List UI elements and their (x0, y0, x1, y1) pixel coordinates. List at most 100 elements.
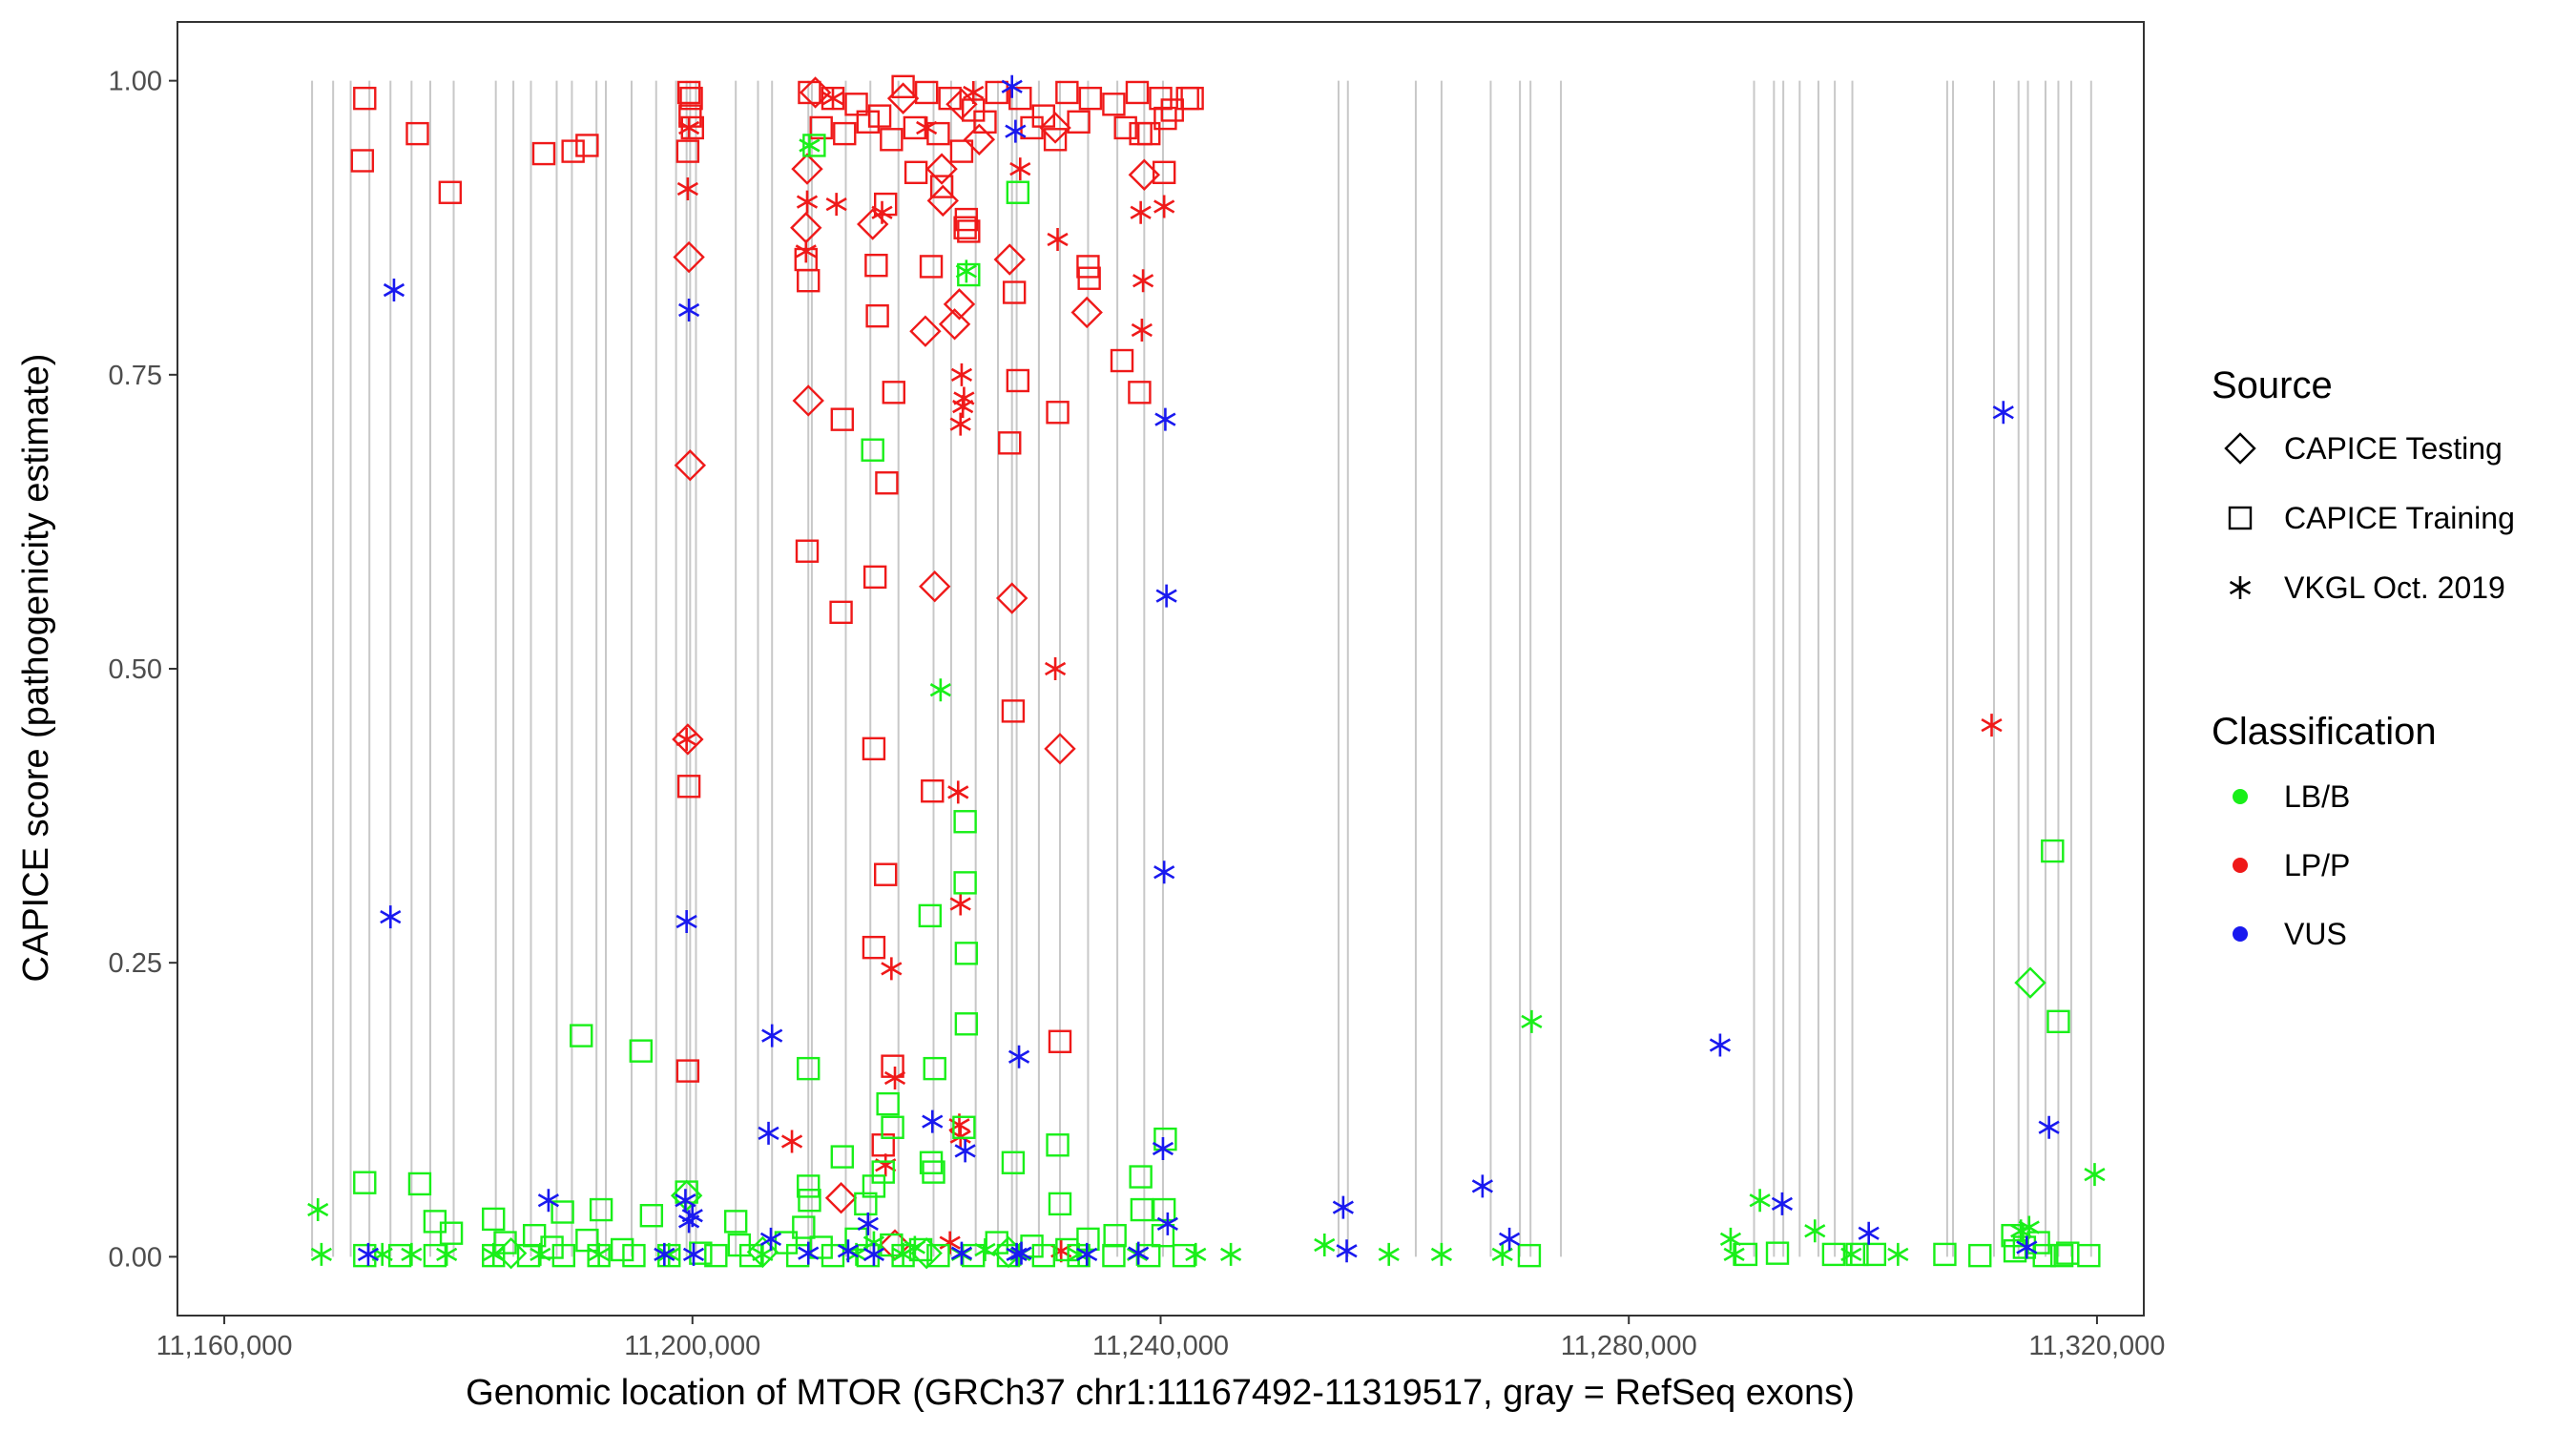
data-point (904, 160, 928, 184)
data-point (821, 1243, 845, 1268)
data-point (883, 1066, 906, 1089)
data-point (423, 1210, 447, 1234)
data-point (864, 253, 888, 278)
data-point (830, 407, 855, 431)
data-point (950, 1241, 973, 1265)
data-point (1709, 1033, 1731, 1057)
data-point (791, 153, 823, 185)
data-point (561, 139, 585, 163)
data-point (1749, 1189, 1771, 1213)
data-point (2046, 1009, 2070, 1034)
data-point (929, 175, 954, 198)
data-point (1332, 1195, 1354, 1219)
data-point (824, 1182, 858, 1214)
data-point (821, 87, 844, 111)
data-point (407, 1172, 432, 1196)
data-point (483, 1242, 505, 1266)
data-point (974, 1237, 996, 1261)
y-tick-label: 0.75 (109, 361, 162, 391)
data-point (867, 104, 892, 128)
data-point (780, 1130, 803, 1153)
data-point (830, 1145, 855, 1169)
data-point (674, 449, 707, 482)
data-point (1103, 1223, 1127, 1248)
data-point (353, 1243, 377, 1268)
data-point (1008, 86, 1032, 111)
data-point (588, 1242, 610, 1266)
data-point (1129, 1165, 1153, 1189)
data-point (922, 1110, 944, 1133)
x-tick-label: 11,160,000 (156, 1331, 293, 1361)
data-point (380, 905, 402, 929)
legend-key-dot (2233, 858, 2248, 873)
x-tick-label: 11,240,000 (1092, 1331, 1229, 1361)
data-point (797, 1174, 821, 1198)
legend-label: CAPICE Training (2284, 501, 2515, 535)
data-point (575, 134, 599, 157)
data-point (1002, 280, 1027, 304)
x-tick-label: 11,320,000 (2028, 1331, 2165, 1361)
data-point (629, 1039, 654, 1063)
data-point (1887, 1242, 1909, 1266)
legend-label: LP/P (2284, 848, 2350, 882)
data-point (1047, 228, 1069, 252)
data-point (530, 1242, 551, 1266)
data-point (871, 200, 893, 224)
data-point (673, 240, 705, 274)
data-point (1070, 296, 1103, 329)
data-point (797, 1056, 821, 1081)
data-point (2012, 1235, 2037, 1259)
data-point (678, 115, 700, 139)
legend-key-diamond (2224, 432, 2256, 465)
data-point (829, 600, 853, 625)
data-point (723, 1210, 748, 1234)
data-point (881, 1115, 904, 1139)
data-point (1130, 1197, 1154, 1222)
data-point (2016, 1235, 2038, 1259)
y-tick-label: 0.50 (109, 654, 162, 685)
data-point (1129, 121, 1153, 146)
data-point (1845, 1242, 1869, 1267)
data-point (727, 1233, 752, 1257)
data-point (790, 212, 822, 244)
data-point (1039, 112, 1071, 144)
data-point (678, 299, 700, 322)
data-point (792, 1215, 816, 1239)
data-point (875, 1153, 897, 1177)
legend-label: CAPICE Testing (2284, 431, 2503, 466)
data-point (1005, 119, 1027, 143)
data-point (357, 1242, 380, 1266)
data-point (482, 1207, 506, 1232)
data-point (949, 412, 971, 436)
data-point (1220, 1242, 1242, 1266)
data-point (1185, 1242, 1207, 1266)
data-point (1771, 1192, 1794, 1215)
data-point (1125, 80, 1150, 105)
data-point (854, 1192, 878, 1216)
data-point (1067, 110, 1091, 134)
data-point (938, 86, 962, 111)
data-point (1491, 1242, 1513, 1266)
data-point (1765, 1241, 1790, 1265)
data-point (1471, 1174, 1493, 1198)
data-point (1001, 699, 1026, 723)
legend-key-square (2228, 506, 2253, 530)
data-point (1128, 381, 1152, 404)
data-point (795, 539, 820, 563)
data-point (1110, 348, 1134, 373)
data-point (954, 942, 979, 965)
data-point (955, 259, 977, 283)
data-point (353, 86, 377, 111)
data-point (856, 110, 881, 134)
data-point (676, 177, 698, 201)
data-point (875, 471, 899, 495)
data-point (1155, 584, 1177, 608)
x-tick-label: 11,200,000 (624, 1331, 760, 1361)
data-point (680, 115, 704, 140)
data-point (861, 438, 884, 462)
data-point (798, 80, 821, 105)
data-point (802, 134, 826, 157)
data-point (1055, 80, 1079, 105)
data-point (1992, 401, 2014, 425)
data-point (704, 1243, 728, 1268)
